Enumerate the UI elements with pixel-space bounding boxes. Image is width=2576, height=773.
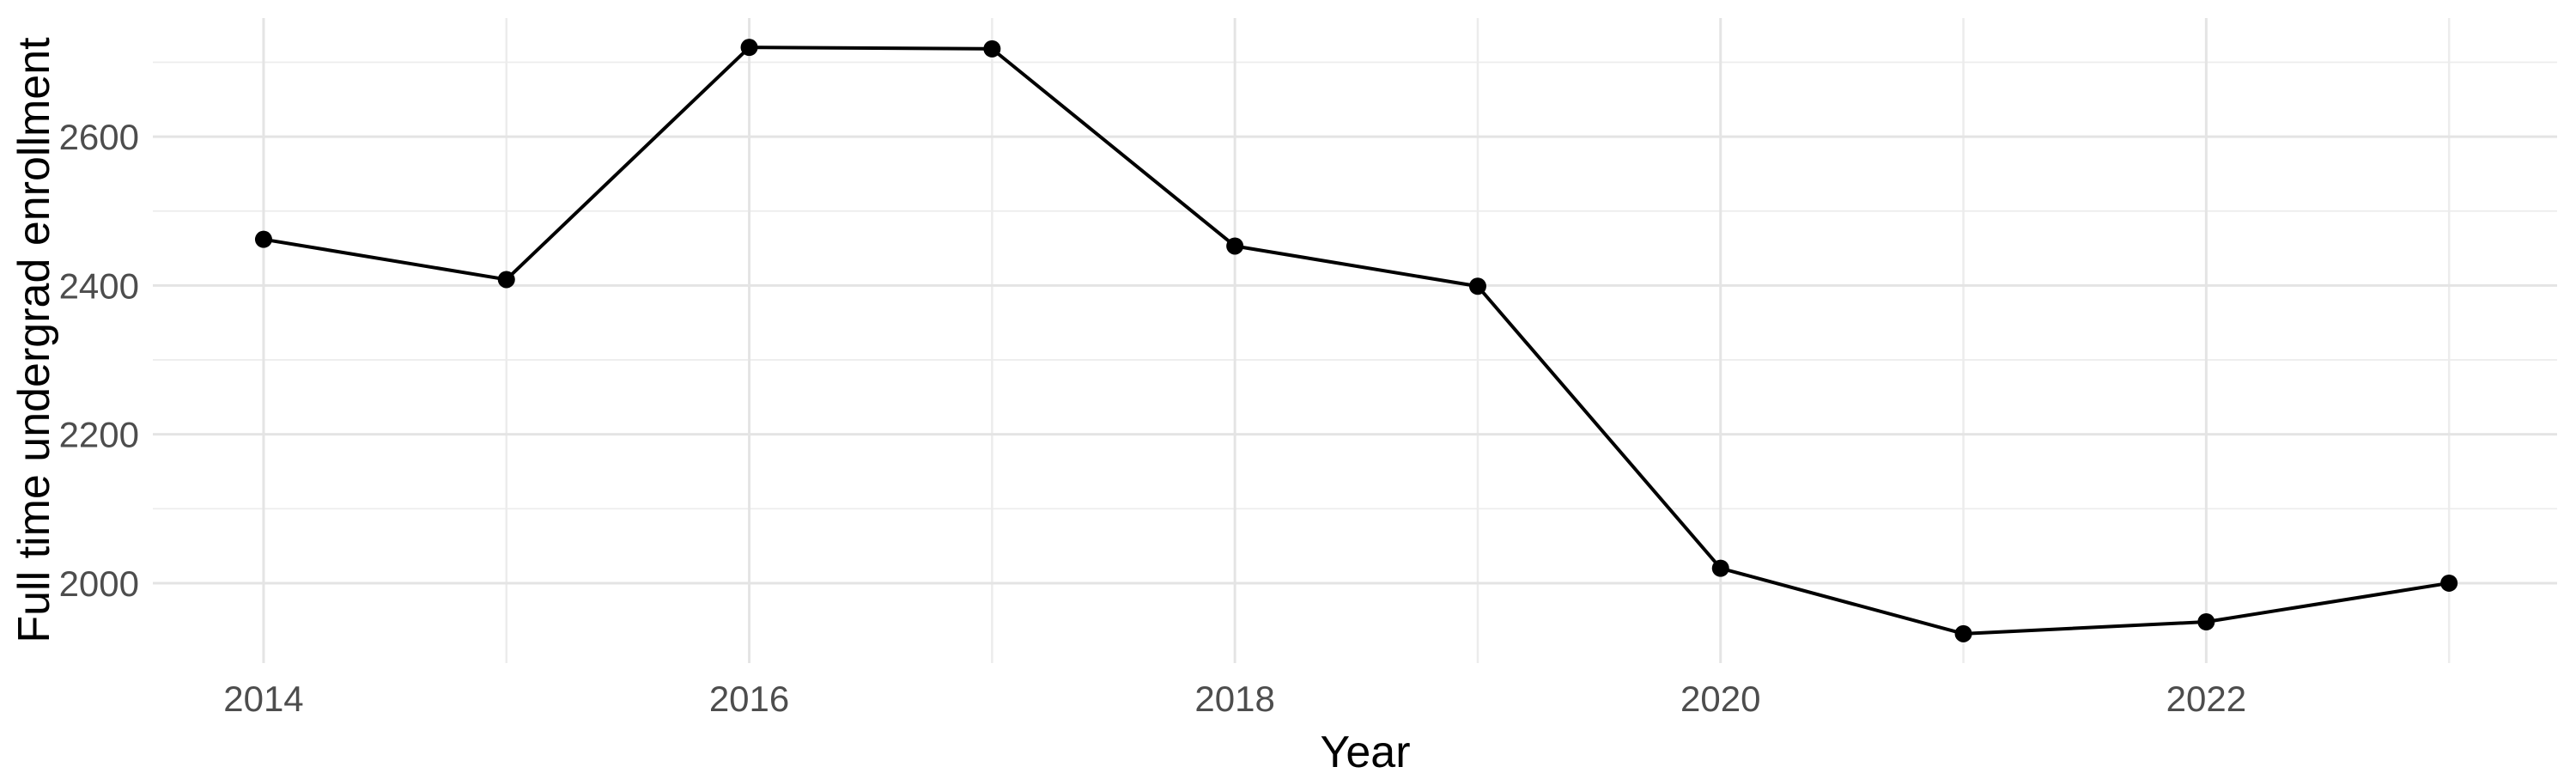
gridlines-major — [153, 18, 2557, 663]
y-tick-label-2400: 2400 — [59, 265, 139, 306]
x-tick-label-2016: 2016 — [709, 679, 789, 719]
x-tick-label-2014: 2014 — [223, 679, 303, 719]
x-tick-label-2022: 2022 — [2166, 679, 2246, 719]
y-tick-label-2600: 2600 — [59, 117, 139, 157]
data-line-group — [261, 46, 2451, 636]
y-axis-tick-labels: 2000 2200 2400 2600 — [59, 117, 139, 604]
data-point-2016 — [740, 39, 758, 57]
gridlines-minor — [153, 18, 2557, 663]
data-point-2019 — [1468, 277, 1486, 295]
y-axis-title: Full time undergrad enrollment — [9, 37, 59, 643]
data-point-2015 — [497, 271, 515, 289]
data-point-2014 — [254, 230, 272, 248]
data-point-2023 — [2440, 574, 2458, 592]
data-point-2017 — [983, 40, 1001, 58]
data-point-2022 — [2197, 613, 2215, 631]
data-point-2018 — [1226, 237, 1244, 255]
data-point-2021 — [1954, 624, 1972, 642]
data-point-2020 — [1711, 559, 1729, 577]
data-line-full-time-undergrad-enrollment — [261, 46, 2451, 636]
x-axis-tick-labels: 2014 2016 2018 2020 2022 — [223, 679, 2246, 719]
x-tick-label-2018: 2018 — [1194, 679, 1274, 719]
y-tick-label-2000: 2000 — [59, 563, 139, 604]
x-axis-title: Year — [1320, 727, 1411, 773]
y-tick-label-2200: 2200 — [59, 415, 139, 455]
data-point-group — [254, 39, 2458, 642]
x-tick-label-2020: 2020 — [1680, 679, 1760, 719]
